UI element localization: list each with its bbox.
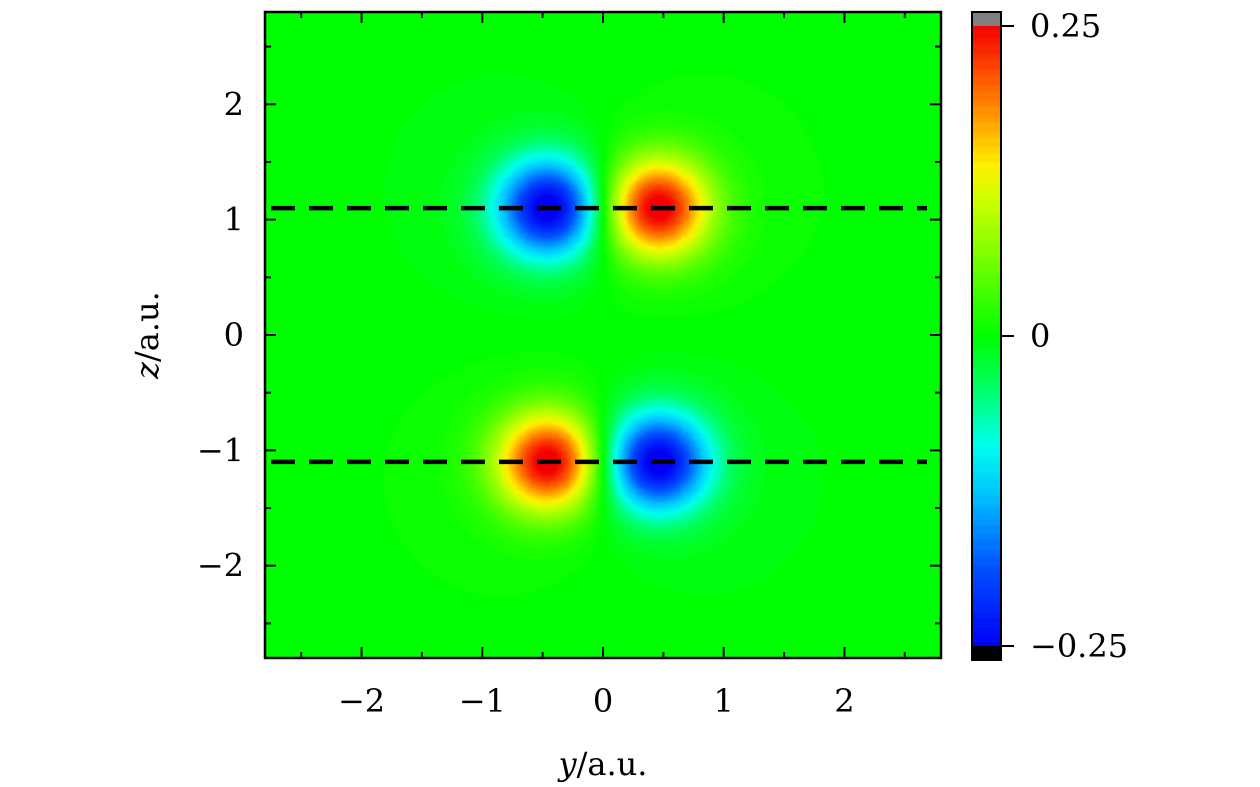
- y-tick-label: −2: [197, 547, 244, 585]
- x-tick-label: 1: [714, 682, 734, 720]
- y-axis-ticks: −2 −1 0 1 2: [197, 45, 941, 625]
- plot-area: −2 −1 0 1 2 −2 −1 0 1 2: [197, 10, 943, 720]
- colorbar-gradient: [972, 26, 1001, 646]
- colorbar-tick-label: −0.25: [1030, 627, 1128, 665]
- y-axis-label: z/a.u.: [128, 291, 166, 380]
- y-tick-label: 1: [224, 201, 244, 239]
- x-tick-label: 0: [593, 682, 613, 720]
- colorbar: 0.25 0 −0.25: [971, 7, 1128, 665]
- heatmap-image: [265, 12, 941, 658]
- colorbar-ticks: 0.25 0 −0.25: [1001, 7, 1128, 665]
- colorbar-tick-label: 0: [1030, 317, 1050, 355]
- x-tick-label: −1: [459, 682, 506, 720]
- colorbar-under-swatch: [972, 646, 1001, 660]
- colorbar-tick-label: 0.25: [1030, 7, 1101, 45]
- x-axis-ticks: −2 −1 0 1 2: [300, 12, 906, 720]
- y-tick-label: 0: [224, 316, 244, 354]
- y-tick-label: −1: [197, 431, 244, 469]
- x-tick-label: −2: [338, 682, 385, 720]
- dashed-lines: [271, 205, 927, 465]
- colorbar-over-swatch: [972, 12, 1001, 26]
- x-tick-label: 2: [834, 682, 854, 720]
- y-tick-label: 2: [224, 85, 244, 123]
- x-axis-label: y/a.u.: [557, 745, 648, 783]
